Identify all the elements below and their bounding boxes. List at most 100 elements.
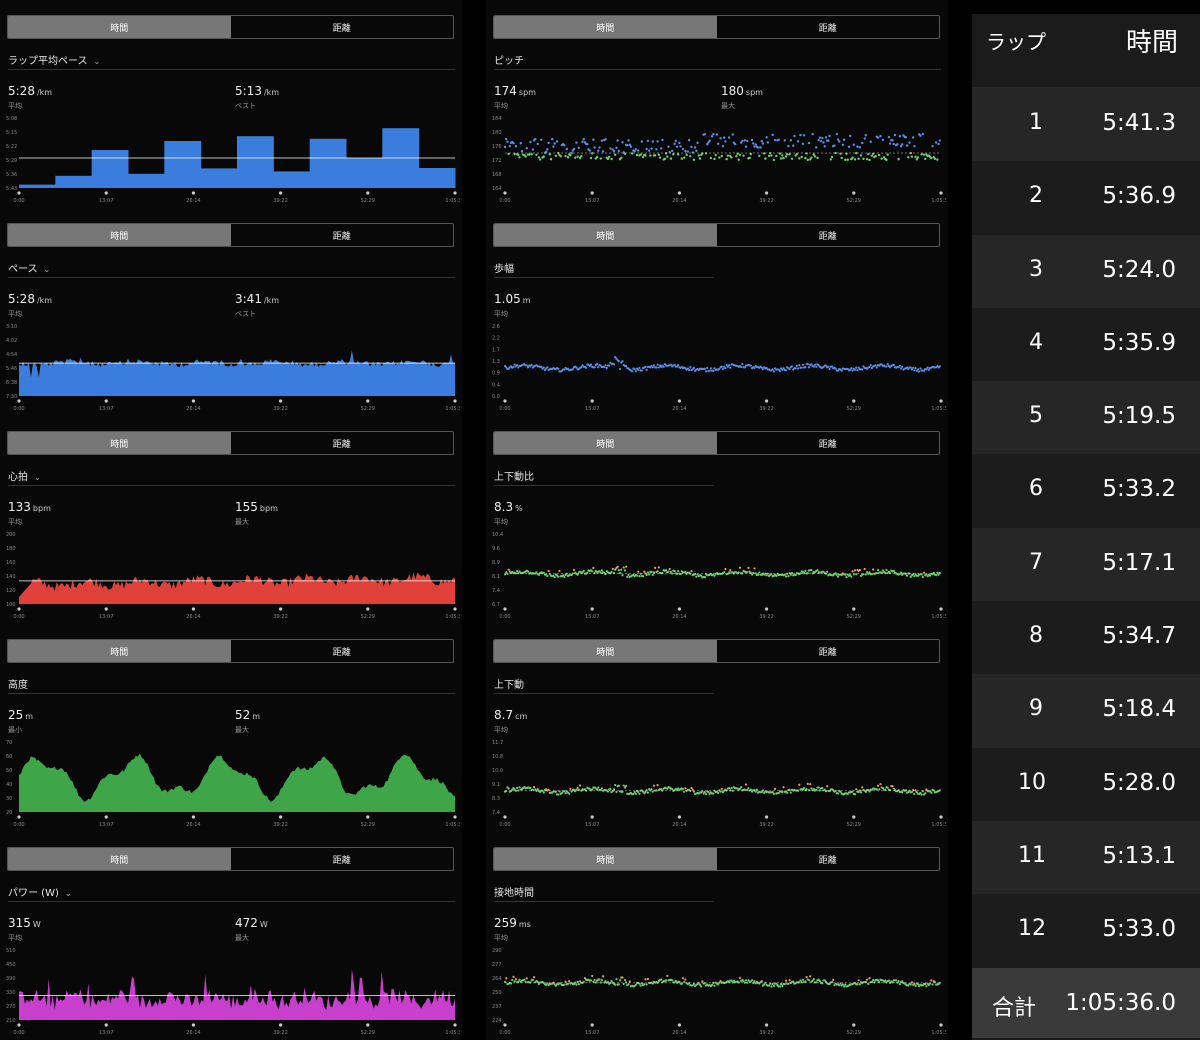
tab-distance[interactable]: 距離 [332, 231, 351, 242]
data-point [708, 139, 711, 142]
data-point [716, 142, 720, 145]
tab-time[interactable]: 時間 [8, 640, 231, 662]
data-point [779, 157, 783, 160]
data-point [813, 363, 817, 366]
data-point [570, 151, 573, 155]
metric-title[interactable]: ラップ平均ペース ⌄ [8, 52, 100, 67]
lap-row[interactable]: 2 5:36.9 [972, 161, 1200, 235]
x-tick-dot [366, 815, 370, 819]
tab-time[interactable]: 時間 [8, 224, 231, 246]
tab-distance[interactable]: 距離 [332, 647, 351, 658]
y-tick-label: 60 [6, 754, 12, 760]
metric-title[interactable]: ペース ⌄ [8, 260, 50, 275]
data-point [547, 141, 550, 145]
vertical-ratio-chart: 10.4 9.6 8.9 8.1 7.4 6.7 0:00 13:07 26:14 39:22 52… [492, 532, 946, 620]
x-tick-dot [852, 1023, 856, 1027]
data-point [559, 155, 562, 158]
data-point [612, 149, 616, 153]
tab-distance[interactable]: 距離 [818, 439, 837, 450]
data-point [754, 790, 757, 793]
tab-time[interactable]: 時間 [8, 432, 231, 454]
data-point [703, 132, 707, 136]
chevron-down-icon[interactable]: ⌄ [43, 265, 51, 274]
x-tick-dot [852, 815, 856, 819]
data-point [855, 366, 858, 369]
data-point [529, 786, 532, 790]
tab-time[interactable]: 時間 [8, 16, 231, 38]
stat-unit: m [252, 712, 261, 721]
lap-row[interactable]: 5 5:19.5 [972, 381, 1200, 455]
lap-row[interactable]: 3 5:24.0 [972, 234, 1200, 308]
tab-time[interactable]: 時間 [8, 848, 231, 870]
tab-time[interactable]: 時間 [494, 16, 717, 38]
metric-title[interactable]: パワー (W) ⌄ [8, 884, 72, 899]
data-point [641, 575, 645, 578]
data-point [746, 571, 749, 574]
stat-primary: 5:28/km 平均 [8, 80, 52, 111]
stat-primary: 259 ms 平均 [494, 912, 531, 943]
tab-distance[interactable]: 距離 [332, 855, 351, 866]
tab-distance[interactable]: 距離 [332, 23, 351, 34]
data-point [518, 156, 521, 159]
data-point [531, 788, 534, 791]
lap-row[interactable]: 7 5:17.1 [972, 527, 1200, 602]
tab-time[interactable]: 時間 [494, 432, 717, 454]
chevron-down-icon[interactable]: ⌄ [64, 889, 72, 898]
tab-distance[interactable]: 距離 [818, 855, 837, 866]
tab-time[interactable]: 時間 [494, 224, 717, 246]
lap-avg-pace-panel: 時間 距離 ラップ平均ペース ⌄ 5:28/km 平均 5:13/km ベスト 5… [0, 0, 462, 208]
data-point [851, 570, 854, 573]
x-tick-label: 26:14 [672, 406, 686, 412]
lap-rows: 1 5:41.3 2 5:36.9 3 5:24.0 4 5:35.9 5 5:19.5… [972, 88, 1200, 968]
data-point [750, 573, 754, 576]
lap-row[interactable]: 10 5:28.0 [972, 747, 1200, 821]
data-point [844, 983, 847, 986]
data-point [641, 155, 645, 159]
data-point [727, 364, 731, 367]
lap-row[interactable]: 1 5:41.3 [972, 88, 1200, 162]
tab-time[interactable]: 時間 [494, 848, 717, 870]
data-point [927, 368, 930, 371]
chevron-down-icon[interactable]: ⌄ [93, 57, 101, 66]
tab-distance[interactable]: 距離 [818, 231, 837, 242]
y-tick-label: 30 [6, 796, 12, 802]
data-point [856, 145, 859, 148]
tab-distance[interactable]: 距離 [818, 23, 837, 34]
data-point [530, 363, 533, 367]
x-tick-dot [590, 607, 594, 611]
data-point [646, 977, 650, 980]
data-point [794, 367, 797, 370]
data-point [843, 985, 846, 988]
data-point [919, 134, 922, 137]
metric-title[interactable]: 心拍 ⌄ [8, 468, 41, 483]
tab-distance[interactable]: 距離 [332, 439, 351, 450]
data-point [857, 790, 860, 794]
data-point [801, 142, 805, 146]
lap-row[interactable]: 4 5:35.9 [972, 307, 1200, 382]
data-point [757, 573, 760, 576]
data-point [921, 790, 924, 793]
data-point [709, 156, 713, 160]
metric-title: 高度 [8, 676, 28, 691]
lap-row[interactable]: 12 5:33.0 [972, 894, 1200, 968]
data-point [888, 142, 892, 145]
data-point [639, 153, 642, 156]
tab-time[interactable]: 時間 [494, 640, 717, 662]
data-point [870, 154, 874, 157]
data-point [850, 575, 853, 578]
data-point [703, 982, 706, 985]
chevron-down-icon[interactable]: ⌄ [34, 473, 41, 482]
data-point [634, 370, 637, 373]
lap-number: 10 [1018, 769, 1046, 795]
tab-distance[interactable]: 距離 [818, 647, 837, 658]
y-tick-label: 6.7 [492, 602, 500, 608]
data-point [776, 984, 779, 987]
lap-row[interactable]: 6 5:33.2 [972, 454, 1200, 528]
data-point [518, 978, 521, 981]
lap-row[interactable]: 8 5:34.7 [972, 601, 1200, 675]
lap-row[interactable]: 9 5:18.4 [972, 674, 1200, 748]
data-point [576, 980, 579, 983]
data-point [685, 153, 688, 157]
data-point [710, 135, 714, 138]
lap-row[interactable]: 11 5:13.1 [972, 820, 1200, 895]
